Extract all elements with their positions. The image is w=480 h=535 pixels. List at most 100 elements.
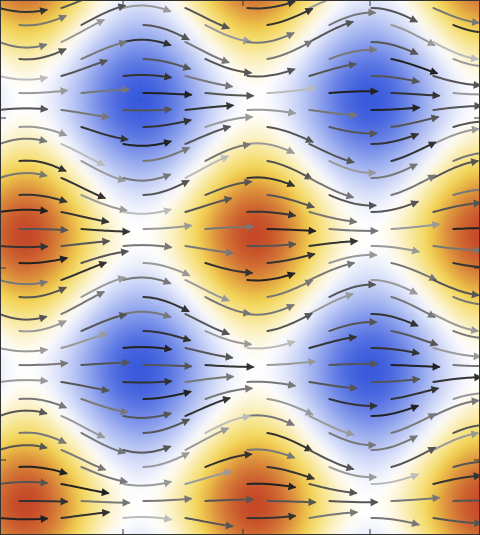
cell	[176, 312, 185, 321]
cell	[296, 200, 305, 209]
cell	[0, 416, 9, 425]
cell	[336, 264, 345, 273]
cell	[464, 408, 473, 417]
cell	[8, 416, 17, 425]
cell	[264, 192, 273, 201]
cell	[312, 368, 321, 377]
cell	[336, 176, 345, 185]
cell	[272, 488, 281, 497]
cell	[344, 40, 353, 49]
cell	[352, 8, 361, 17]
cell	[80, 48, 89, 57]
cell	[184, 520, 193, 529]
cell	[136, 272, 145, 281]
cell	[0, 288, 9, 297]
cell	[288, 128, 297, 137]
cell	[216, 408, 225, 417]
streamline	[370, 41, 419, 55]
cell	[320, 264, 329, 273]
cell	[296, 456, 305, 465]
cell	[208, 248, 217, 257]
streamline	[390, 446, 437, 468]
streamline	[142, 90, 193, 99]
streamline	[142, 146, 191, 162]
cell	[32, 456, 41, 465]
cell	[0, 360, 9, 369]
cell	[336, 320, 345, 329]
cell	[136, 192, 145, 201]
cell	[288, 192, 297, 201]
cell	[176, 368, 185, 377]
cell	[376, 400, 385, 409]
cell	[384, 24, 393, 33]
cell	[280, 496, 289, 505]
cell	[368, 512, 377, 521]
cell	[72, 312, 81, 321]
cell	[368, 456, 377, 465]
cell	[16, 184, 25, 193]
cell	[440, 224, 449, 233]
cell	[256, 136, 265, 145]
cell	[104, 128, 113, 137]
cell	[296, 208, 305, 217]
cell	[160, 368, 169, 377]
cell	[56, 336, 65, 345]
cell	[288, 456, 297, 465]
cell	[408, 56, 417, 65]
cell	[168, 352, 177, 361]
cell	[392, 160, 401, 169]
cell	[168, 40, 177, 49]
cell	[64, 256, 73, 265]
cell	[400, 256, 409, 265]
cell	[256, 104, 265, 113]
cell	[456, 96, 465, 105]
cell	[456, 64, 465, 73]
cell	[8, 120, 17, 129]
cell	[248, 192, 257, 201]
cell	[104, 144, 113, 153]
cell	[320, 368, 329, 377]
cell	[240, 168, 249, 177]
cell	[248, 296, 257, 305]
cell	[456, 144, 465, 153]
cell	[56, 440, 65, 449]
cell	[280, 312, 289, 321]
cell	[136, 392, 145, 401]
cell	[464, 456, 473, 465]
cell	[200, 80, 209, 89]
cell	[0, 192, 9, 201]
cell	[392, 272, 401, 281]
streamline	[370, 7, 419, 23]
cell	[88, 320, 97, 329]
streamline	[370, 517, 420, 527]
cell	[360, 344, 369, 353]
cell	[440, 32, 449, 41]
streamline	[122, 344, 173, 353]
cell	[432, 120, 441, 129]
cell	[120, 32, 129, 41]
cell	[408, 400, 417, 409]
cell	[64, 296, 73, 305]
cell	[48, 312, 57, 321]
streamline	[18, 320, 67, 333]
cell	[416, 160, 425, 169]
cell	[136, 328, 145, 337]
cell	[216, 72, 225, 81]
cell	[8, 216, 17, 225]
cell	[432, 24, 441, 33]
cell	[368, 528, 377, 535]
streamline	[80, 126, 129, 143]
cell	[184, 208, 193, 217]
cell	[336, 144, 345, 153]
cell	[144, 128, 153, 137]
cell	[144, 344, 153, 353]
cell	[456, 280, 465, 289]
cell	[72, 224, 81, 233]
cell	[176, 232, 185, 241]
cell	[264, 304, 273, 313]
cell	[296, 352, 305, 361]
cell	[248, 400, 257, 409]
cell	[400, 512, 409, 521]
cell	[0, 56, 9, 65]
cell	[456, 344, 465, 353]
